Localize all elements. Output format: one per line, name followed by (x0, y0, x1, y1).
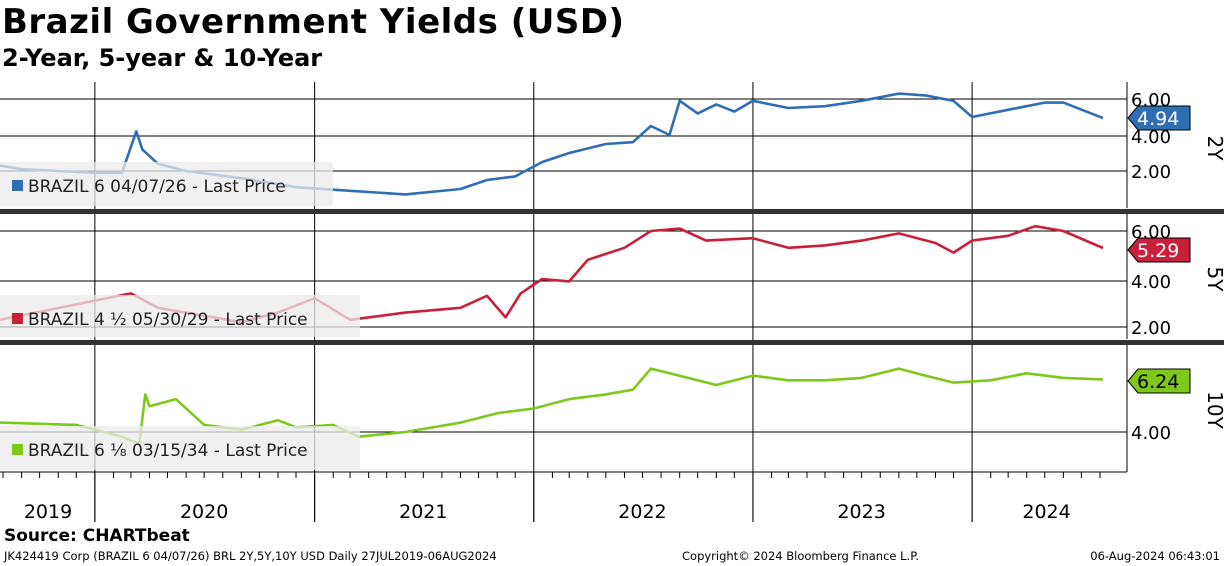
last-value-label: 6.24 (1137, 371, 1179, 393)
footer-timestamp: 06-Aug-2024 06:43:01 (1090, 549, 1220, 563)
legend-label: BRAZIL 6 ⅛ 03/15/34 - Last Price (28, 441, 308, 461)
x-tick-label: 2021 (399, 501, 447, 523)
last-value-badge (1127, 105, 1191, 131)
legend-label: BRAZIL 6 04/07/26 - Last Price (28, 177, 286, 197)
legend-swatch (12, 444, 23, 455)
x-tick-label: 2023 (837, 501, 885, 523)
x-tick-label: 2024 (1022, 501, 1070, 523)
legend-label: BRAZIL 4 ½ 05/30/29 - Last Price (28, 310, 308, 330)
panel-divider (0, 340, 1224, 345)
x-tick-label: 2020 (180, 501, 228, 523)
footer-ticker-info: JK424419 Corp (BRAZIL 6 04/07/26) BRL 2Y… (4, 549, 497, 563)
source-note: Source: CHARTbeat (4, 526, 190, 546)
series-line-2Y (0, 92, 1104, 196)
legend-swatch (12, 313, 23, 324)
last-value-badge (1127, 237, 1191, 263)
panel-label: 2Y (1203, 136, 1224, 162)
y-tick-label: 2.00 (1131, 162, 1171, 183)
legend-box (0, 162, 333, 206)
last-value-label: 5.29 (1137, 240, 1179, 262)
legend-swatch (12, 180, 23, 191)
panel-label: 10Y (1203, 391, 1224, 429)
legend-box (0, 295, 360, 337)
chart-subtitle: 2-Year, 5-year & 10-Year (2, 44, 323, 72)
series-line-10Y (0, 367, 1104, 446)
last-value-badge (1127, 368, 1191, 394)
chart-title: Brazil Government Yields (USD) (2, 2, 625, 42)
last-value-label: 4.94 (1137, 108, 1179, 130)
footer-copyright: Copyright© 2024 Bloomberg Finance L.P. (682, 549, 919, 563)
x-tick-label: 2022 (618, 501, 666, 523)
y-tick-label: 2.00 (1131, 318, 1171, 339)
y-tick-label: 4.00 (1131, 423, 1171, 444)
panel-divider (0, 209, 1224, 214)
x-tick-label: 2019 (24, 501, 72, 523)
panel-label: 5Y (1203, 267, 1224, 293)
legend-box (0, 426, 360, 470)
y-tick-label: 4.00 (1131, 127, 1171, 148)
y-tick-label: 4.00 (1131, 272, 1171, 293)
